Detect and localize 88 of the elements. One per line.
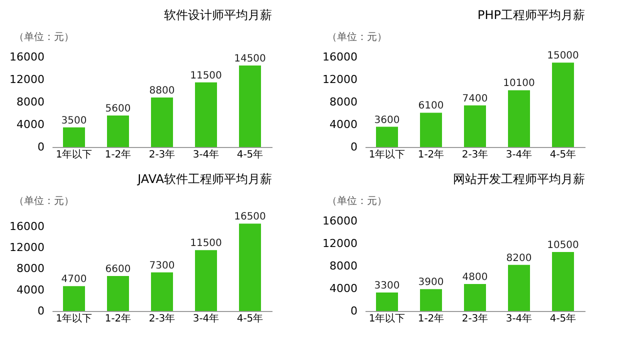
data-label: 3600 bbox=[374, 114, 400, 126]
data-label: 6100 bbox=[418, 100, 444, 112]
y-tick-label: 16000 bbox=[322, 214, 358, 228]
data-label: 3500 bbox=[61, 115, 87, 126]
y-tick-label: 8000 bbox=[330, 260, 358, 272]
x-tick-label: 3-4年 bbox=[506, 312, 532, 324]
x-tick-label: 3-4年 bbox=[506, 148, 532, 160]
chart-title: 软件设计师平均月薪 bbox=[164, 8, 272, 22]
y-tick-label: 8000 bbox=[16, 96, 44, 108]
y-tick-label: 4000 bbox=[16, 118, 44, 131]
data-label: 14500 bbox=[234, 53, 266, 64]
data-label: 6600 bbox=[105, 264, 131, 276]
data-label: 5600 bbox=[105, 104, 131, 114]
bar bbox=[63, 286, 85, 311]
y-tick-label: 12000 bbox=[322, 237, 358, 250]
chart-title: 网站开发工程师平均月薪 bbox=[453, 172, 585, 186]
bar bbox=[63, 127, 85, 147]
bar bbox=[508, 264, 530, 311]
text: （单位：元） bbox=[14, 195, 74, 207]
y-tick-label: 12000 bbox=[10, 240, 44, 254]
data-label: 15000 bbox=[547, 50, 579, 62]
bar bbox=[239, 224, 261, 311]
bar bbox=[151, 272, 173, 311]
x-tick-label: 2-3年 bbox=[462, 148, 488, 160]
x-tick-label: 2-3年 bbox=[148, 312, 176, 324]
bar bbox=[376, 292, 398, 311]
x-tick-label: 1年以下 bbox=[368, 148, 406, 160]
y-tick-label: 12000 bbox=[322, 73, 358, 86]
y-tick-label: 16000 bbox=[10, 220, 44, 233]
y-tick-label: 8000 bbox=[16, 262, 44, 276]
data-label: 10500 bbox=[547, 240, 579, 251]
bar bbox=[508, 90, 530, 147]
text: （单位：元） bbox=[327, 195, 387, 207]
data-label: 4700 bbox=[61, 274, 87, 286]
data-label: 11500 bbox=[190, 238, 222, 250]
x-tick-label: 1-2年 bbox=[418, 148, 444, 160]
y-tick-label: 12000 bbox=[10, 73, 44, 86]
x-tick-label: 3-4年 bbox=[192, 312, 220, 324]
y-tick-label: 0 bbox=[350, 140, 358, 154]
y-tick-label: 0 bbox=[38, 304, 44, 318]
bar bbox=[552, 62, 574, 147]
y-tick-label: 16000 bbox=[322, 50, 358, 64]
bar bbox=[376, 126, 398, 147]
bar bbox=[107, 116, 129, 147]
y-tick-label: 0 bbox=[38, 140, 44, 154]
y-tick-label: 8000 bbox=[330, 96, 358, 108]
x-tick-label: 1年以下 bbox=[56, 148, 92, 160]
chart-title: JAVA软件工程师平均月薪 bbox=[136, 172, 272, 186]
data-label: 4800 bbox=[462, 272, 488, 283]
x-tick-label: 1-2年 bbox=[418, 312, 444, 324]
data-label: 16500 bbox=[234, 212, 266, 223]
x-tick-label: 4-5年 bbox=[236, 312, 264, 324]
y-tick-label: 0 bbox=[350, 304, 358, 318]
data-label: 8800 bbox=[149, 86, 175, 96]
y-tick-label: 4000 bbox=[330, 118, 358, 131]
bar bbox=[195, 250, 217, 311]
data-label: 8200 bbox=[506, 252, 532, 264]
x-tick-label: 1年以下 bbox=[368, 312, 406, 324]
data-label: 3300 bbox=[374, 280, 400, 292]
chart-title: PHP工程师平均月薪 bbox=[478, 8, 585, 22]
text: （单位：元） bbox=[14, 31, 74, 43]
x-tick-label: 2-3年 bbox=[462, 312, 488, 324]
bar bbox=[107, 276, 129, 311]
x-tick-label: 4-5年 bbox=[550, 312, 576, 324]
data-label: 7300 bbox=[149, 260, 175, 272]
x-tick-label: 1-2年 bbox=[104, 148, 132, 160]
data-label: 10100 bbox=[503, 78, 535, 90]
x-tick-label: 3-4年 bbox=[192, 148, 220, 160]
bar bbox=[464, 284, 486, 311]
bar bbox=[239, 65, 261, 147]
x-tick-label: 4-5年 bbox=[550, 148, 576, 160]
y-tick-label: 16000 bbox=[10, 50, 44, 64]
bar bbox=[151, 98, 173, 147]
x-tick-label: 1-2年 bbox=[104, 312, 132, 324]
bar bbox=[552, 252, 574, 311]
y-tick-label: 4000 bbox=[330, 282, 358, 295]
bar bbox=[464, 105, 486, 147]
data-label: 3900 bbox=[418, 277, 444, 288]
data-label: 11500 bbox=[190, 70, 222, 82]
bar bbox=[420, 289, 442, 311]
x-tick-label: 1年以下 bbox=[56, 312, 92, 324]
bar bbox=[420, 112, 442, 147]
x-tick-label: 4-5年 bbox=[236, 148, 264, 160]
bar bbox=[195, 82, 217, 147]
text: （单位：元） bbox=[327, 31, 387, 43]
x-tick-label: 2-3年 bbox=[148, 148, 176, 160]
data-label: 7400 bbox=[462, 93, 488, 104]
y-tick-label: 4000 bbox=[16, 283, 44, 296]
